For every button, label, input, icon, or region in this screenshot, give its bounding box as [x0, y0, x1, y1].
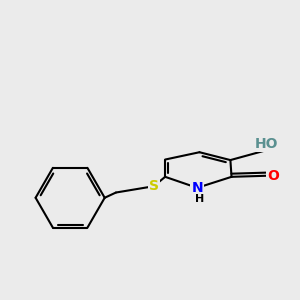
Text: O: O: [267, 169, 279, 183]
Text: HO: HO: [255, 136, 278, 151]
Text: S: S: [149, 179, 159, 193]
Text: H: H: [194, 194, 204, 204]
Text: N: N: [191, 181, 203, 195]
